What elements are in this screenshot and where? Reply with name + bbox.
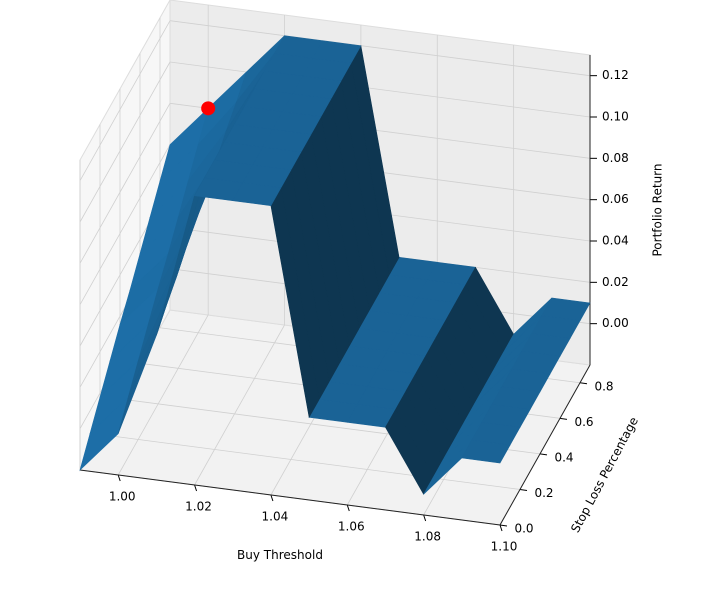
y-tick-label: 0.8 bbox=[594, 379, 613, 393]
z-tick-label: 0.06 bbox=[602, 192, 629, 206]
z-tick-label: 0.10 bbox=[602, 110, 629, 124]
y-axis bbox=[499, 364, 591, 526]
y-tick-label: 0.4 bbox=[554, 450, 573, 464]
z-tick-label: 0.00 bbox=[602, 316, 629, 330]
tick-mark bbox=[579, 382, 588, 385]
x-tick-label: 1.08 bbox=[414, 530, 441, 544]
x-tick-label: 1.06 bbox=[338, 520, 365, 534]
x-axis bbox=[79, 469, 501, 526]
y-axis-label: Stop Loss Percentage bbox=[568, 415, 641, 535]
grid-line bbox=[194, 324, 285, 486]
tick-mark bbox=[423, 514, 427, 522]
grid-line bbox=[79, 144, 171, 305]
surface-patch bbox=[461, 439, 511, 464]
x-tick-label: 1.10 bbox=[491, 540, 518, 554]
tick-mark bbox=[539, 453, 548, 456]
y-tick-label: 0.2 bbox=[534, 486, 553, 500]
tick-mark bbox=[194, 484, 198, 492]
x-tick-label: 1.00 bbox=[109, 490, 136, 504]
z-axis-label: Portfolio Return bbox=[651, 164, 665, 257]
tick-mark bbox=[117, 474, 121, 482]
tick-mark bbox=[270, 494, 274, 502]
tick-mark bbox=[346, 504, 350, 512]
tick-mark bbox=[559, 417, 568, 420]
tick-mark bbox=[519, 488, 528, 491]
grid-line bbox=[169, 61, 591, 118]
tick-mark bbox=[499, 524, 508, 527]
grid-line bbox=[79, 103, 171, 264]
surface-patch bbox=[232, 182, 282, 207]
x-tick-label: 1.04 bbox=[262, 510, 289, 524]
tick-mark bbox=[499, 524, 503, 532]
x-axis-label: Buy Threshold bbox=[237, 548, 323, 562]
y-tick-label: 0.6 bbox=[574, 415, 593, 429]
z-tick-label: 0.12 bbox=[602, 68, 629, 82]
highlight-point bbox=[201, 101, 216, 116]
y-tick-label: 0.0 bbox=[514, 522, 533, 536]
z-tick-label: 0.08 bbox=[602, 151, 629, 165]
grid-line bbox=[169, 20, 591, 77]
grid-line bbox=[79, 20, 171, 181]
grid-line bbox=[99, 434, 521, 490]
grid-line bbox=[79, 61, 171, 223]
grid-line bbox=[117, 314, 209, 476]
z-tick-label: 0.04 bbox=[602, 234, 629, 248]
z-tick-label: 0.02 bbox=[602, 275, 629, 289]
x-tick-label: 1.02 bbox=[185, 500, 212, 514]
